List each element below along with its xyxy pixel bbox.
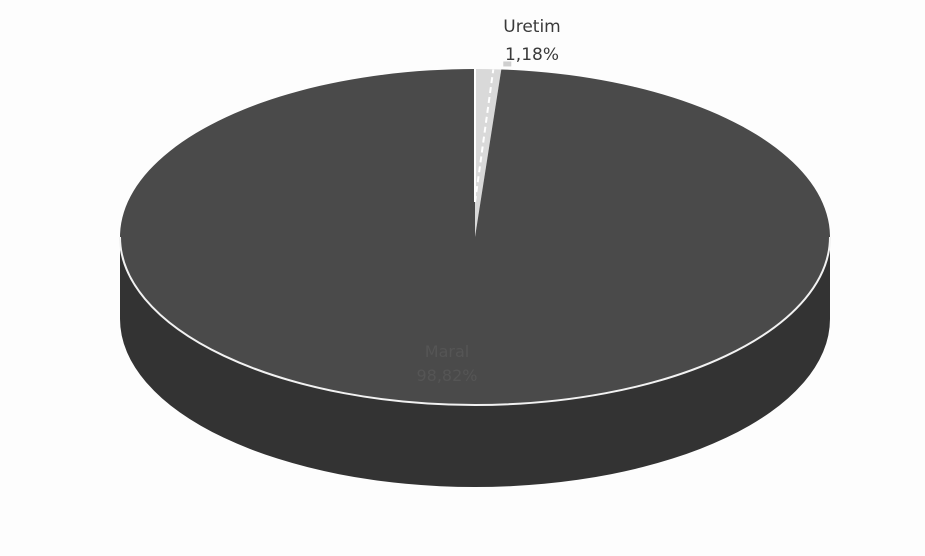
pie-slice-uretim [475,69,502,237]
slice-value-maral: 98,82% [416,366,477,385]
pie-slice-maral [120,69,831,406]
leader-line-uretim [474,69,495,203]
label-layer: Uretim 1,18% Maral 98,82% [416,17,560,385]
pie-side-wall [120,237,830,487]
pie-rim [119,236,831,406]
slice-value-uretim: 1,18% [505,45,559,65]
pie-layer [119,61,831,487]
label-marker [503,61,512,67]
slice-label-uretim: Uretim [503,17,560,37]
slice-label-maral: Maral [425,342,469,361]
